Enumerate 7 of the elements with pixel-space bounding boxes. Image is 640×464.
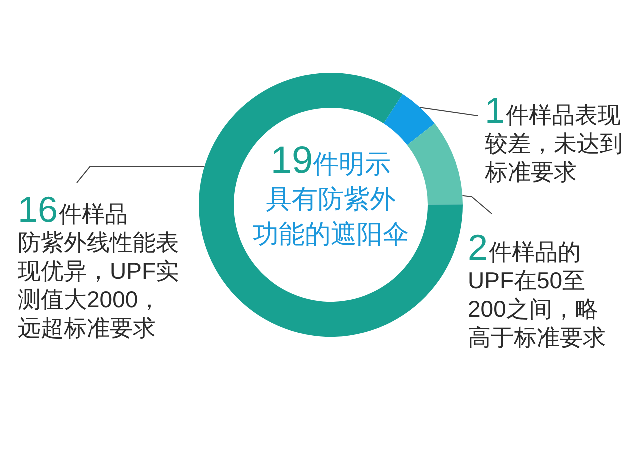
data-label: 1 [485,90,506,131]
data-label: 16 [18,189,58,230]
data-label: 2 [468,227,488,268]
donut-slice [199,73,463,337]
text: 19件明示具有防紫外功能的遮阳伞 [253,140,409,249]
donut-slice [407,124,463,205]
donut-slice [384,94,435,146]
